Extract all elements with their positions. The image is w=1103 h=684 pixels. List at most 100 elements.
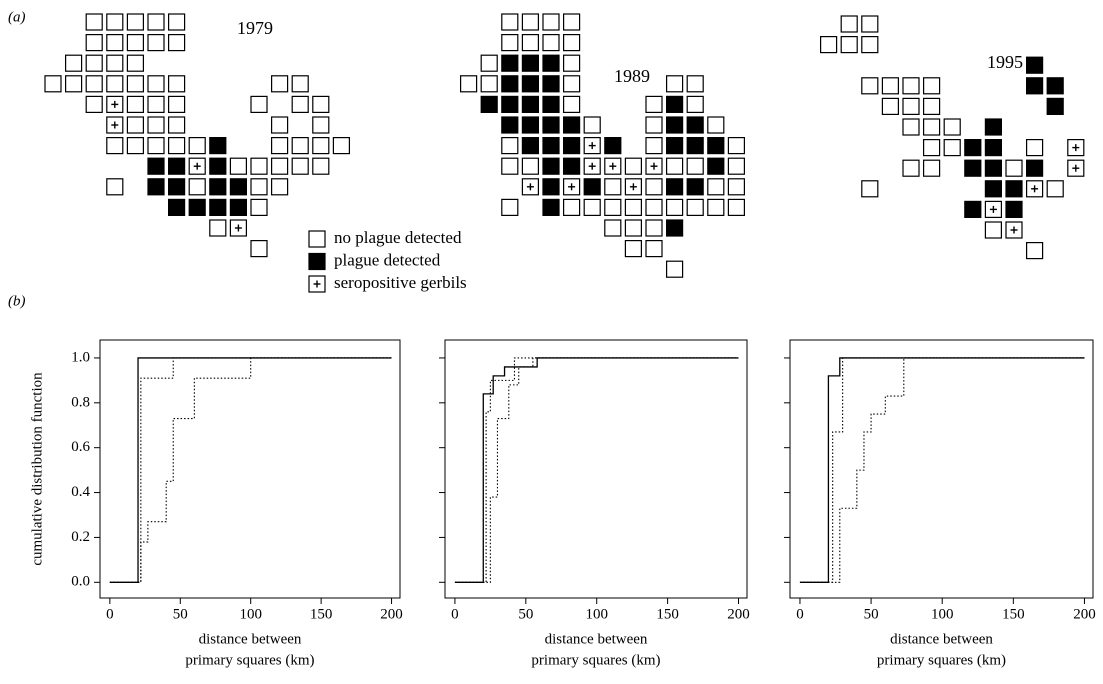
map-cell bbox=[707, 116, 725, 134]
y-axis-label: cumulative distribution function bbox=[29, 372, 45, 566]
x-tick-label: 200 bbox=[727, 606, 750, 622]
map-cell bbox=[168, 178, 186, 196]
map-cell bbox=[686, 157, 704, 175]
map-cell bbox=[542, 137, 560, 155]
map-cell bbox=[147, 95, 165, 114]
y-tick-label: 1.0 bbox=[71, 349, 90, 365]
map-cell bbox=[106, 33, 124, 52]
map-cell bbox=[209, 198, 227, 216]
map-cell bbox=[984, 221, 1003, 239]
map-cell bbox=[44, 75, 62, 93]
map-cell bbox=[250, 178, 268, 196]
map-cell bbox=[501, 54, 519, 72]
map-cell bbox=[501, 198, 519, 216]
map-cell bbox=[147, 116, 165, 134]
map-cell bbox=[291, 95, 309, 114]
map-cell bbox=[665, 137, 684, 155]
cdf-line bbox=[109, 357, 392, 583]
plot-frame bbox=[789, 339, 1094, 599]
x-tick-label: 200 bbox=[380, 606, 403, 622]
map-cell bbox=[542, 95, 560, 114]
map-cell bbox=[168, 137, 186, 155]
map-cell bbox=[521, 13, 540, 31]
map-cell bbox=[229, 157, 247, 175]
map-cell bbox=[861, 77, 879, 95]
map-cell bbox=[291, 157, 309, 175]
cdf-line bbox=[109, 357, 392, 583]
map-cell bbox=[984, 159, 1003, 177]
map-cell bbox=[902, 77, 920, 95]
map-cell bbox=[819, 35, 838, 54]
x-axis-label: distance between bbox=[545, 631, 648, 647]
map-cell bbox=[271, 178, 289, 196]
map-cell bbox=[583, 116, 601, 134]
map-cell bbox=[521, 95, 540, 114]
map-cell bbox=[250, 240, 268, 258]
map-cell bbox=[85, 54, 103, 72]
cdf-line bbox=[799, 357, 1085, 583]
x-axis-label: primary squares (km) bbox=[877, 652, 1006, 668]
x-tick-label: 0 bbox=[106, 606, 114, 622]
y-tick-label: 0.2 bbox=[71, 529, 90, 545]
map-cell bbox=[250, 95, 268, 114]
map-cell bbox=[665, 260, 684, 278]
panel-label: (b) bbox=[8, 293, 26, 309]
map-cell bbox=[861, 35, 879, 54]
map-cell bbox=[562, 116, 581, 134]
map-cell bbox=[665, 198, 684, 216]
map-cell bbox=[707, 198, 725, 216]
map-cell bbox=[922, 159, 941, 177]
map-cell bbox=[85, 95, 103, 114]
cdf-line bbox=[454, 357, 739, 583]
map-cell bbox=[85, 75, 103, 93]
map-cell bbox=[881, 97, 900, 116]
y-tick-label: 0.4 bbox=[71, 484, 90, 500]
map-cell bbox=[168, 157, 186, 175]
map-cell bbox=[1046, 77, 1064, 95]
map-cell bbox=[881, 77, 900, 95]
x-axis-label: primary squares (km) bbox=[185, 652, 314, 668]
map-cell bbox=[542, 13, 560, 31]
map-cell bbox=[147, 75, 165, 93]
map-cell bbox=[686, 75, 704, 93]
map-cell bbox=[1046, 180, 1064, 198]
map-cell bbox=[147, 137, 165, 155]
map-cell bbox=[645, 116, 663, 134]
map-cell bbox=[665, 75, 684, 93]
map-cell bbox=[922, 77, 941, 95]
map-cell bbox=[665, 157, 684, 175]
x-tick-label: 50 bbox=[518, 606, 533, 622]
y-tick-label: 0.6 bbox=[71, 439, 90, 455]
map-cell bbox=[501, 13, 519, 31]
y-tick-label: 0.0 bbox=[71, 574, 90, 590]
cdf-line bbox=[799, 357, 1085, 583]
map-cell bbox=[1025, 77, 1044, 95]
map-cell bbox=[312, 137, 330, 155]
map-cell bbox=[85, 33, 103, 52]
map-cell bbox=[624, 219, 643, 237]
x-axis-label: primary squares (km) bbox=[531, 652, 660, 668]
x-tick-label: 50 bbox=[173, 606, 188, 622]
y-tick-label: 0.8 bbox=[71, 394, 90, 410]
map-cell bbox=[106, 178, 124, 196]
map-cell bbox=[645, 198, 663, 216]
map-cell bbox=[168, 95, 186, 114]
map-cell bbox=[665, 219, 684, 237]
map-cell bbox=[645, 240, 663, 258]
map-cell bbox=[209, 137, 227, 155]
map-cell bbox=[542, 178, 560, 196]
legend-label: no plague detected bbox=[334, 228, 462, 247]
map-cell bbox=[521, 137, 540, 155]
map-cell bbox=[147, 157, 165, 175]
map-cell bbox=[501, 33, 519, 52]
map-cell bbox=[271, 75, 289, 93]
map-cell bbox=[521, 116, 540, 134]
map-cell bbox=[562, 75, 581, 93]
map-cell bbox=[645, 137, 663, 155]
map-cell bbox=[840, 35, 858, 54]
map-cell bbox=[562, 13, 581, 31]
map-cell bbox=[922, 139, 941, 157]
x-axis-label: distance between bbox=[890, 631, 993, 647]
map-cell bbox=[168, 13, 186, 31]
